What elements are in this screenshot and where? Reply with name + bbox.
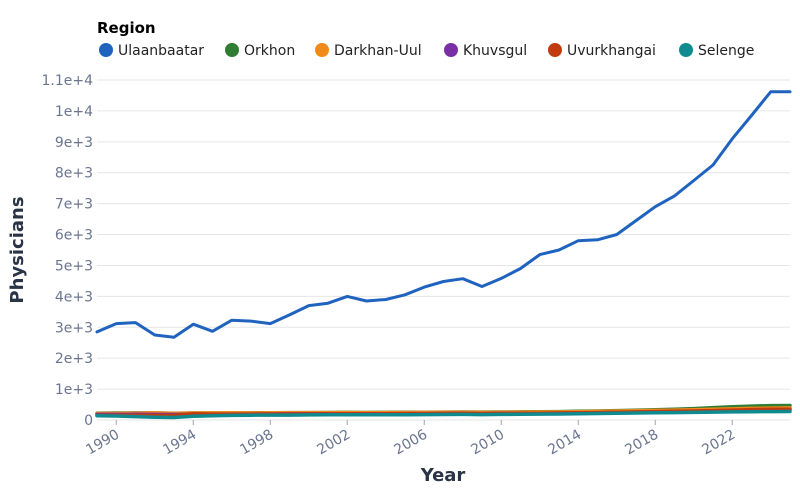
x-tick-label: 2010 [468,427,507,459]
y-tick-label: 1.1e+4 [41,73,93,89]
legend: Region Ulaanbaatar Orkhon Darkhan-Uul Khuvs… [97,19,754,59]
legend-marker [548,43,562,57]
legend-label: Selenge [698,43,754,59]
y-tick-label: 2e+3 [55,351,93,367]
legend-item-ulaanbaatar[interactable]: Ulaanbaatar [99,43,204,59]
legend-item-uvurkhangai[interactable]: Uvurkhangai [548,43,656,59]
legend-item-orkhon[interactable]: Orkhon [225,43,295,59]
legend-marker [225,43,239,57]
gridlines [97,79,790,421]
x-axis-title: Year [420,465,466,486]
x-tick-label: 1998 [237,427,276,459]
legend-label: Darkhan-Uul [334,43,422,59]
x-tick-label: 1990 [83,427,122,459]
y-tick-label: 3e+3 [55,320,93,336]
legend-item-darkhan-uul[interactable]: Darkhan-Uul [315,43,422,59]
legend-label: Uvurkhangai [567,43,656,59]
legend-label: Khuvsgul [463,43,527,59]
y-tick-label: 0 [84,413,93,429]
legend-items: Ulaanbaatar Orkhon Darkhan-Uul Khuvsgul Uvur… [99,43,754,59]
plot-area [95,90,792,420]
legend-item-khuvsgul[interactable]: Khuvsgul [444,43,527,59]
y-tick-label: 4e+3 [55,289,93,305]
legend-label: Ulaanbaatar [118,43,204,59]
legend-marker [444,43,458,57]
legend-marker [99,43,113,57]
legend-marker [679,43,693,57]
legend-marker [315,43,329,57]
legend-label: Orkhon [244,43,295,59]
legend-title: Region [97,19,156,37]
x-tick-label: 2014 [545,427,584,459]
x-tick-label: 2018 [622,427,661,459]
x-axis-ticks: 1990 1994 1998 2002 2006 2010 2014 2018 2022 [83,420,738,458]
x-tick-label: 2022 [699,427,738,459]
y-tick-label: 6e+3 [55,228,93,244]
x-tick-label: 1994 [160,427,199,459]
series-line-ulaanbaatar [95,90,792,339]
y-tick-label: 8e+3 [55,166,93,182]
series-line-selenge [95,409,792,420]
x-tick-label: 2006 [391,427,430,459]
x-tick-label: 2002 [314,427,353,459]
y-axis-ticks: 0 1e+3 2e+3 3e+3 4e+3 5e+3 6e+3 7e+3 8e+3 9e+3 1e+… [41,73,93,429]
y-tick-label: 9e+3 [55,135,93,151]
y-axis-title: Physicians [7,196,28,303]
y-tick-label: 1e+3 [55,382,93,398]
y-tick-label: 7e+3 [55,197,93,213]
y-tick-label: 5e+3 [55,258,93,274]
y-tick-label: 1e+4 [55,104,93,120]
legend-item-selenge[interactable]: Selenge [679,43,754,59]
